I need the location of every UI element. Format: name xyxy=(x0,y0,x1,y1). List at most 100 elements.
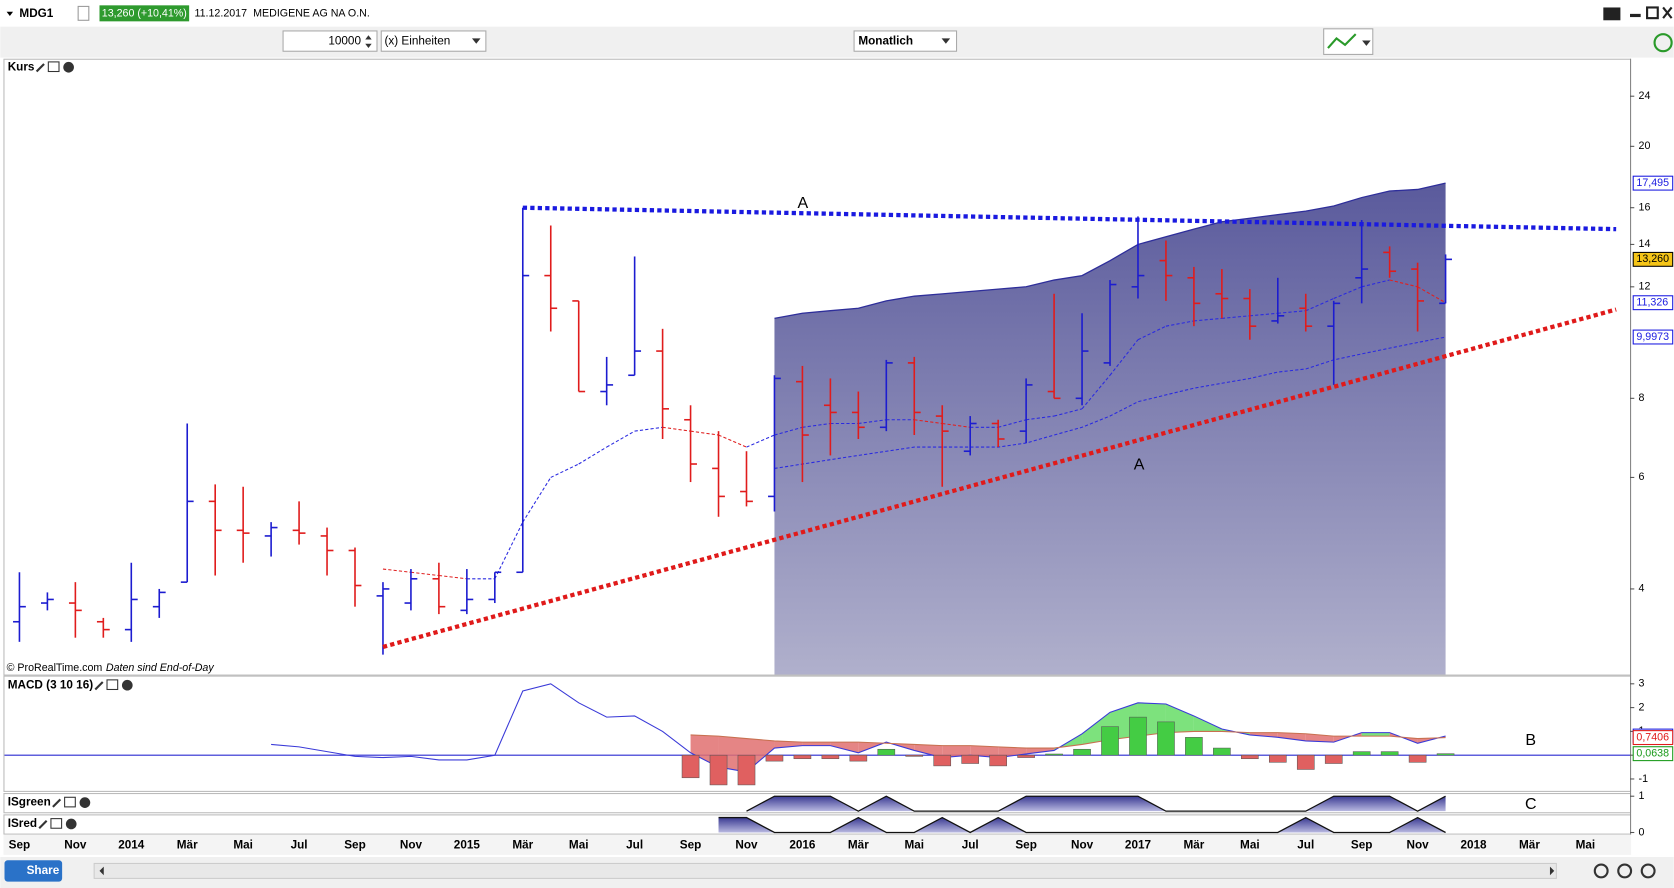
y-tick-label: 1 xyxy=(1639,790,1645,802)
scrollbar[interactable] xyxy=(93,862,1557,879)
quote-date: 11.12.2017 xyxy=(194,8,247,20)
histogram-bar xyxy=(849,754,868,762)
symbol[interactable]: MDG1 xyxy=(19,7,53,20)
histogram-bar xyxy=(905,754,924,757)
x-tick-label: Nov xyxy=(64,838,87,851)
histogram-bar xyxy=(961,754,980,764)
price-label-box xyxy=(1632,295,1674,311)
x-tick-label: Jul xyxy=(962,838,979,851)
window-icon[interactable] xyxy=(47,61,60,73)
histogram-bar xyxy=(737,754,756,786)
zoom-in-button[interactable] xyxy=(1640,863,1656,879)
x-tick-label: Mai xyxy=(904,838,924,851)
x-axis-band xyxy=(3,834,1632,855)
x-tick-label: Jul xyxy=(626,838,643,851)
x-tick-label: Jul xyxy=(291,838,308,851)
moving-average-segment xyxy=(914,419,943,425)
macd-fill xyxy=(1193,715,1222,732)
units[interactable]: (x) Einheiten xyxy=(384,35,450,48)
quantity-input[interactable] xyxy=(282,30,378,52)
histogram-bar xyxy=(1129,716,1147,756)
histogram-bar xyxy=(1185,737,1203,756)
macd-fill xyxy=(914,744,943,758)
settings-icon[interactable] xyxy=(94,681,104,691)
period[interactable]: Monatlich xyxy=(858,35,913,48)
histogram-bar xyxy=(1241,754,1259,760)
x-tick-label: 2016 xyxy=(789,838,816,851)
zoom-out-button[interactable] xyxy=(1593,863,1609,879)
share-button[interactable] xyxy=(4,860,63,882)
y-tick-label: 0 xyxy=(1639,826,1645,838)
indicator-area xyxy=(746,796,1446,812)
maximize-button[interactable] xyxy=(1646,6,1659,20)
close-icon[interactable] xyxy=(79,797,91,808)
macd-fill xyxy=(970,745,999,758)
x-tick-label: Sep xyxy=(1015,838,1037,851)
y-tick-label: 4 xyxy=(1639,583,1645,595)
x-tick-label: Sep xyxy=(9,838,31,851)
annotation: A xyxy=(1134,457,1145,474)
macd-fill xyxy=(1277,732,1306,741)
chart-tools-arrow[interactable] xyxy=(1362,40,1371,46)
moving-average-segment xyxy=(1417,286,1446,304)
macd-fill xyxy=(942,745,971,758)
panel-title: ISred xyxy=(8,817,37,830)
price-label-box xyxy=(1632,251,1674,267)
period-arrow[interactable] xyxy=(941,38,951,44)
moving-average-segment xyxy=(1081,374,1111,410)
indicator-line xyxy=(718,816,1446,834)
close-icon[interactable] xyxy=(63,61,74,73)
histogram-bar xyxy=(793,754,812,760)
quantity[interactable]: 10000 xyxy=(328,35,361,48)
x-tick-label: Mai xyxy=(233,838,253,851)
settings-icon[interactable] xyxy=(38,820,48,829)
x-tick-label: Mai xyxy=(1240,838,1260,851)
macd-line xyxy=(690,730,1446,749)
panel-title: MACD (3 10 16) xyxy=(8,678,94,691)
moving-average-segment xyxy=(1277,310,1306,314)
x-tick-label: 2015 xyxy=(454,838,481,851)
settings-icon[interactable] xyxy=(35,63,45,73)
units-select[interactable] xyxy=(380,30,487,52)
close-button[interactable] xyxy=(1662,6,1673,19)
symbol-menu[interactable] xyxy=(6,11,14,17)
price-label-box xyxy=(1632,175,1674,191)
y-tick-label: 14 xyxy=(1639,238,1651,250)
units-arrow[interactable] xyxy=(471,38,481,44)
macd-fill xyxy=(802,742,831,746)
window-icon[interactable] xyxy=(106,679,119,691)
y-tick-label: 12 xyxy=(1639,281,1651,293)
macd-fill xyxy=(774,740,803,749)
moving-average-segment xyxy=(1026,415,1055,421)
price-label-box xyxy=(1632,730,1674,746)
x-tick-label: Mai xyxy=(569,838,589,851)
x-tick-label: Sep xyxy=(344,838,366,851)
moving-average-segment xyxy=(1361,279,1390,288)
settings-icon[interactable] xyxy=(52,798,62,808)
histogram-bar xyxy=(681,754,700,779)
macd-fill xyxy=(1361,732,1390,737)
quantity-spinner[interactable] xyxy=(365,35,372,49)
minimize-button[interactable] xyxy=(1630,13,1641,18)
info-button[interactable] xyxy=(77,5,90,21)
share-label[interactable]: Share xyxy=(27,864,60,877)
close-icon[interactable] xyxy=(65,818,77,830)
y-tick-label: 2 xyxy=(1639,701,1645,713)
close-icon[interactable] xyxy=(121,679,133,691)
histogram-bar xyxy=(1296,754,1315,770)
trend-line xyxy=(382,307,1617,649)
x-tick-label: 2014 xyxy=(118,838,145,851)
quote: 13,260 (+10,41%) xyxy=(102,8,187,20)
window-icon[interactable] xyxy=(64,796,76,808)
quote-box xyxy=(99,5,190,22)
histogram-bar xyxy=(1213,747,1231,756)
keyboard-icon[interactable] xyxy=(1603,7,1621,21)
period-select[interactable] xyxy=(853,30,958,52)
zoom-reset-button[interactable] xyxy=(1617,863,1633,879)
price-label-box xyxy=(1632,329,1674,345)
chart-tools-icon xyxy=(1327,33,1357,49)
window-icon[interactable] xyxy=(50,818,63,829)
moving-average-segment xyxy=(382,568,411,573)
refresh-icon[interactable] xyxy=(1653,33,1673,53)
histogram-bar xyxy=(1380,751,1399,756)
